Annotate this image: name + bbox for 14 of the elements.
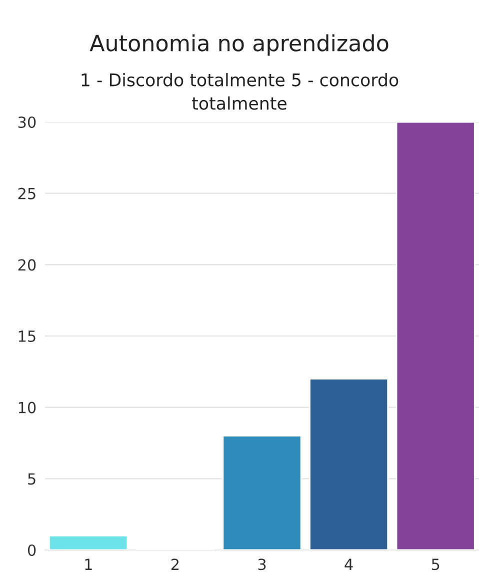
y-tick-label: 0 [28, 544, 36, 556]
y-tick-label: 20 [18, 259, 36, 271]
x-tick-label: 4 [344, 558, 353, 570]
x-tick-label: 5 [432, 558, 440, 570]
y-tick-label: 30 [18, 116, 36, 128]
y-tick-label: 10 [18, 402, 36, 414]
chart-subtitle: 1 - Discordo totalmente 5 - concordo totalmente [82, 73, 398, 110]
chart-title: Autonomia no aprendizado [90, 34, 388, 56]
y-tick-label: 25 [18, 188, 36, 200]
x-tick-label: 3 [258, 558, 266, 570]
x-tick-label: 2 [171, 558, 179, 570]
y-tick-label: 15 [18, 330, 36, 342]
x-tick-label: 1 [85, 558, 92, 570]
y-tick-label: 5 [28, 473, 36, 485]
